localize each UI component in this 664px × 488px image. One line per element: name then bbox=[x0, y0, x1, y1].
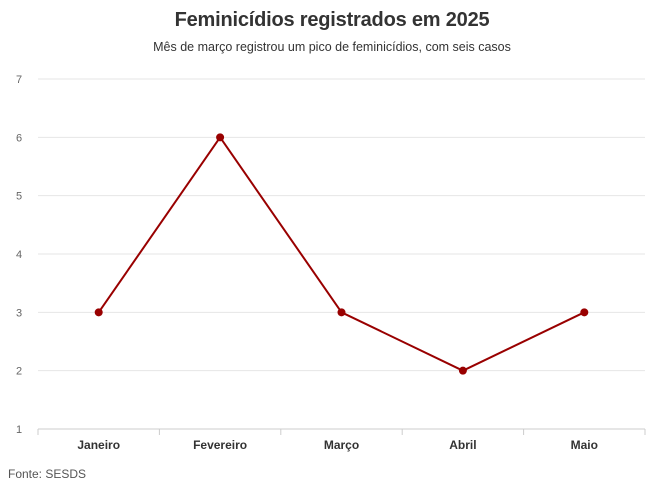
y-tick-label: 6 bbox=[16, 132, 22, 144]
x-tick-label: Abril bbox=[449, 438, 476, 452]
x-axis bbox=[37, 428, 646, 435]
y-tick-label: 1 bbox=[16, 424, 22, 436]
source-note: Fonte: SESDS bbox=[8, 467, 87, 481]
y-tick-label: 7 bbox=[16, 74, 22, 86]
chart-subtitle: Mês de março registrou um pico de femini… bbox=[153, 40, 511, 54]
series-layer bbox=[94, 133, 589, 375]
x-tick-label: Janeiro bbox=[77, 438, 120, 452]
data-point[interactable] bbox=[580, 308, 589, 317]
data-point[interactable] bbox=[94, 308, 103, 317]
y-tick-label: 4 bbox=[16, 249, 22, 261]
y-tick-label: 2 bbox=[16, 366, 22, 378]
x-axis-ticks: Janeiro Fevereiro Março Abril Maio bbox=[77, 438, 598, 452]
data-point[interactable] bbox=[337, 308, 346, 317]
y-tick-label: 5 bbox=[16, 191, 22, 203]
x-tick-label: Maio bbox=[571, 438, 598, 452]
data-point[interactable] bbox=[458, 366, 467, 375]
x-tick-label: Fevereiro bbox=[193, 438, 247, 452]
y-tick-label: 3 bbox=[16, 307, 22, 319]
x-tick-label: Março bbox=[324, 438, 359, 452]
chart-title: Feminicídios registrados em 2025 bbox=[174, 9, 490, 31]
y-axis-ticks: 1 2 3 4 5 6 7 bbox=[16, 74, 22, 436]
data-point[interactable] bbox=[216, 133, 225, 142]
